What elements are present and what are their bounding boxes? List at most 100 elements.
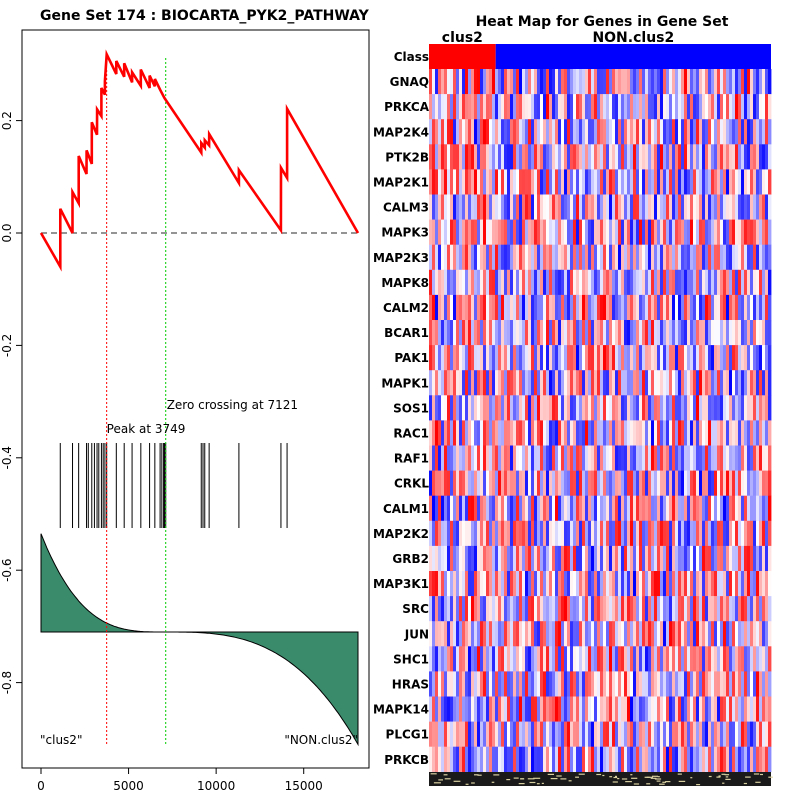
heatmap-cell	[570, 294, 574, 321]
heatmap-cell	[699, 520, 703, 547]
heatmap-cell	[717, 671, 721, 697]
heatmap-cell	[525, 420, 529, 446]
heatmap-cell	[555, 69, 559, 95]
heatmap-cell	[471, 646, 475, 672]
heatmap-cell	[495, 721, 499, 747]
heatmap-cell	[552, 621, 556, 647]
heatmap-cell	[657, 596, 661, 622]
heatmap-cell	[552, 219, 556, 245]
heatmap-cell	[639, 420, 643, 446]
heatmap-cell	[498, 69, 502, 95]
heatmap-cell	[531, 671, 535, 697]
heatmap-cell	[609, 696, 613, 722]
heatmap-cell	[462, 119, 466, 145]
heatmap-cell	[639, 395, 643, 421]
heatmap-cell	[585, 345, 589, 371]
heatmap-cell	[687, 169, 691, 195]
heatmap-cell	[699, 420, 703, 446]
heatmap-cell	[717, 320, 721, 346]
heatmap-cell	[621, 420, 625, 446]
heatmap-cell	[519, 244, 523, 271]
heatmap-cell	[639, 445, 643, 471]
heatmap-cell	[753, 345, 757, 371]
heatmap-cell	[567, 545, 571, 572]
heatmap-cell	[732, 144, 736, 170]
heatmap-cell	[645, 721, 649, 747]
heatmap-cell	[528, 269, 532, 296]
heatmap-cell	[429, 345, 433, 371]
heatmap-cell	[705, 671, 709, 697]
heatmap-cell	[528, 470, 532, 496]
heatmap-cell	[669, 520, 673, 547]
heatmap-cell	[708, 169, 712, 195]
heatmap-cell	[741, 169, 745, 195]
heatmap-cell	[714, 395, 718, 421]
heatmap-cell	[708, 545, 712, 572]
heatmap-cell	[546, 571, 550, 597]
heatmap-cell	[684, 696, 688, 722]
heatmap-cell	[609, 119, 613, 145]
heatmap-cell	[657, 470, 661, 496]
heatmap-cell	[432, 94, 436, 120]
heatmap-cell	[717, 69, 721, 95]
heatmap-cell	[738, 596, 742, 622]
heatmap-cell	[483, 119, 487, 145]
heatmap-cell	[591, 545, 595, 572]
heatmap-cell	[591, 520, 595, 547]
heatmap-cell	[453, 495, 457, 522]
heatmap-cell	[558, 596, 562, 622]
heatmap-cell	[543, 269, 547, 296]
heatmap-cell	[732, 269, 736, 296]
heatmap-cell	[735, 169, 739, 195]
sample-tick	[654, 778, 662, 780]
heatmap-cell	[510, 596, 514, 622]
heatmap-cell	[513, 320, 517, 346]
heatmap-cell	[720, 69, 724, 95]
heatmap-cell	[696, 621, 700, 647]
heatmap-cell	[549, 219, 553, 245]
heatmap-cell	[663, 420, 667, 446]
heatmap-cell	[585, 420, 589, 446]
heatmap-cell	[513, 596, 517, 622]
heatmap-cell	[465, 294, 469, 321]
heatmap-cell	[753, 219, 757, 245]
heatmap-cell	[489, 320, 493, 346]
heatmap-cell	[741, 671, 745, 697]
heatmap-cell	[693, 294, 697, 321]
y-tick-label: -0.8	[0, 671, 14, 694]
class-group-label-nonclus2: NON.clus2	[592, 30, 674, 46]
heatmap-cell	[624, 144, 628, 170]
heatmap-cell	[756, 621, 760, 647]
heatmap-cell	[468, 69, 472, 95]
heatmap-cell	[609, 94, 613, 120]
heatmap-cell	[642, 269, 646, 296]
heatmap-cell	[648, 395, 652, 421]
heatmap-cell	[564, 269, 568, 296]
heatmap-cell	[747, 294, 751, 321]
heatmap-cell	[489, 721, 493, 747]
heatmap-cell	[735, 696, 739, 722]
heatmap-cell	[684, 94, 688, 120]
heatmap-cell	[639, 495, 643, 522]
heatmap-cell	[510, 119, 514, 145]
heatmap-cell	[630, 721, 634, 747]
heatmap-cell	[450, 119, 454, 145]
heatmap-cell	[576, 119, 580, 145]
heatmap-cell	[537, 520, 541, 547]
heatmap-cell	[654, 445, 658, 471]
heatmap-cell	[459, 721, 463, 747]
heatmap-cell	[606, 646, 610, 672]
heatmap-cell	[525, 320, 529, 346]
heatmap-cell	[642, 445, 646, 471]
heatmap-cell	[591, 696, 595, 722]
heatmap-cell	[480, 571, 484, 597]
heatmap-cell	[555, 370, 559, 396]
heatmap-cell	[651, 119, 655, 145]
heatmap-cell	[645, 445, 649, 471]
heatmap-cell	[639, 746, 643, 773]
heatmap-cell	[654, 420, 658, 446]
heatmap-cell	[531, 571, 535, 597]
heatmap-cell	[549, 596, 553, 622]
heatmap-cell	[579, 470, 583, 496]
heatmap-cell	[555, 746, 559, 773]
